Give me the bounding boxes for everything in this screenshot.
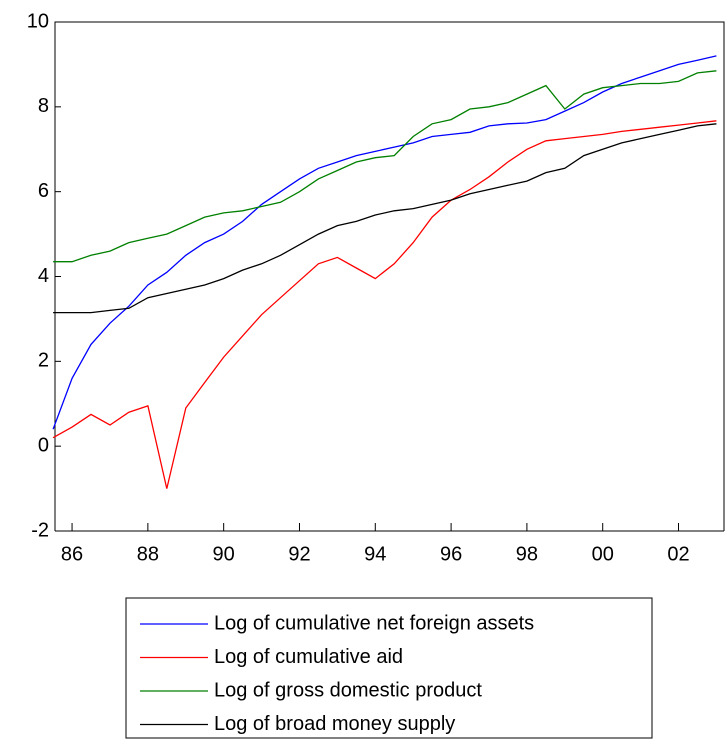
- y-tick-label: 4: [38, 265, 49, 287]
- y-tick-label: 0: [38, 434, 49, 456]
- y-tick-label: 10: [27, 10, 49, 32]
- x-tick-label: 02: [667, 543, 689, 565]
- x-tick-label: 90: [213, 543, 235, 565]
- legend-label: Log of gross domestic product: [214, 679, 482, 701]
- series-line: [53, 70, 717, 263]
- x-tick-label: 98: [516, 543, 538, 565]
- legend-label: Log of cumulative aid: [214, 646, 403, 668]
- x-tick-label: 94: [364, 543, 386, 565]
- series-line: [52, 55, 717, 430]
- y-tick-label: 2: [38, 350, 49, 372]
- y-tick-label: 6: [38, 180, 49, 202]
- x-tick-label: 86: [61, 543, 83, 565]
- x-tick-label: 00: [592, 543, 614, 565]
- legend-box: [125, 597, 653, 739]
- y-tick-label: -2: [31, 519, 49, 541]
- plot-frame: [54, 21, 725, 531]
- y-tick-label: 8: [38, 95, 49, 117]
- series-line: [53, 123, 717, 314]
- x-tick-label: 88: [137, 543, 159, 565]
- legend-label: Log of cumulative net foreign assets: [214, 612, 534, 634]
- legend-label: Log of broad money supply: [214, 713, 455, 735]
- x-tick-label: 92: [288, 543, 310, 565]
- series-line: [52, 120, 717, 489]
- x-tick-label: 96: [440, 543, 462, 565]
